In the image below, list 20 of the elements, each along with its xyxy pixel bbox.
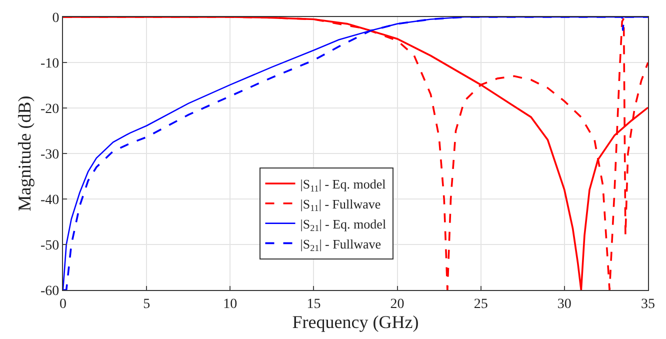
x-tick-label: 30 [557,296,572,312]
y-tick-label: -50 [40,238,60,254]
legend-label: |S$_{21}$| - Eq. model [300,216,386,234]
x-axis-title: Frequency (GHz) [292,312,419,332]
y-tick-label: -30 [40,147,60,162]
x-tick-label: 5 [143,296,150,312]
x-tick-label: 10 [223,296,238,312]
legend-label: |S$_{21}$| - Fullwave [300,236,382,254]
y-tick-label: -60 [40,284,60,299]
x-tick-label: 15 [306,296,321,312]
x-tick-label: 20 [390,296,404,312]
y-tick-label: -10 [40,56,60,72]
y-tick-label: 0 [52,10,60,26]
legend-label: |S$_{11}$| - Eq. model [300,176,386,194]
legend-label: |S$_{11}$| - Fullwave [300,196,381,214]
x-tick-label: 35 [641,296,655,312]
y-tick-label: -20 [40,102,60,117]
y-tick-label: -40 [40,192,60,208]
x-tick-label: 25 [474,296,488,312]
y-axis-title: Magnitude (dB) [14,96,35,212]
